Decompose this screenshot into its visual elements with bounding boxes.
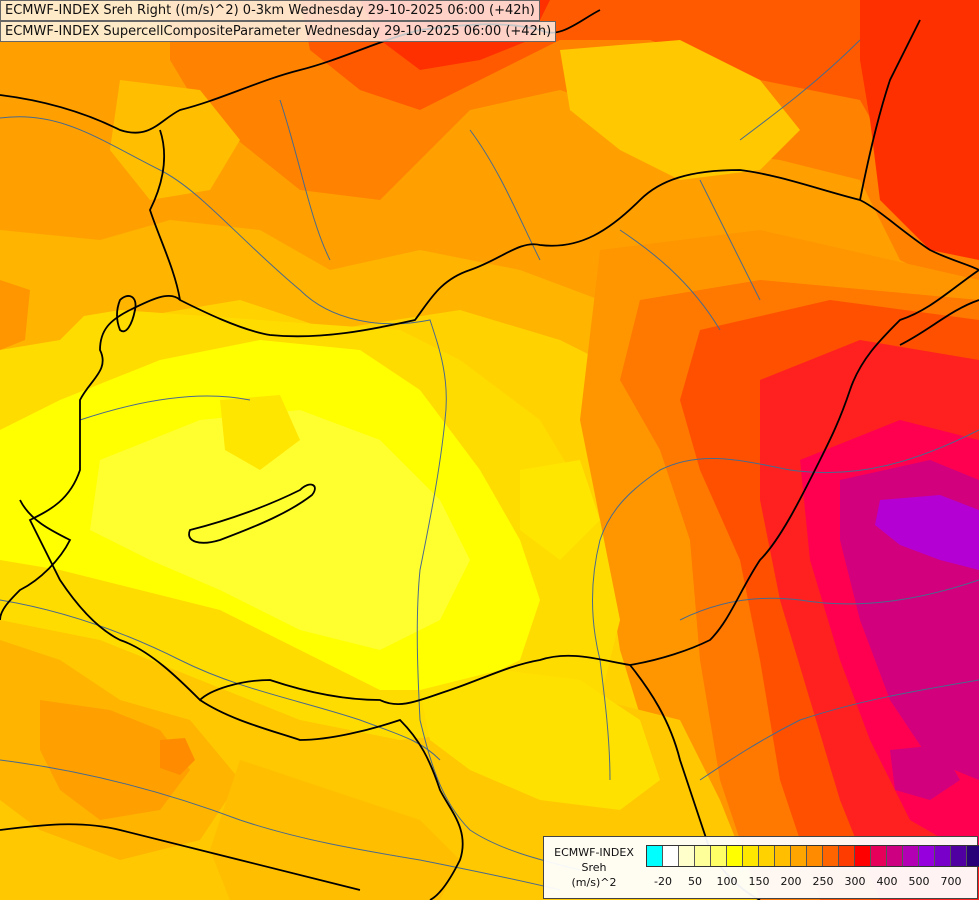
lake-balaton (188, 483, 316, 544)
field-yellow-south-center (420, 670, 660, 810)
colorbar-legend: ECMWF-INDEX Sreh (m/s)^2 -20 50 100 150 200 2… (543, 836, 979, 899)
field-orange-west-spot (0, 280, 30, 350)
legend-swatch (935, 846, 951, 866)
border-austria-czech (149, 129, 181, 301)
field-gold-north-left (110, 80, 240, 200)
river-tisza (592, 429, 979, 781)
legend-swatch (663, 846, 679, 866)
legend-swatch (887, 846, 903, 866)
border-hungary (28, 169, 979, 705)
rivers (0, 39, 979, 891)
legend-swatch (871, 846, 887, 866)
legend-swatch (919, 846, 935, 866)
legend-swatch (711, 846, 727, 866)
legend-tick-label: -20 (654, 875, 672, 888)
river-west (79, 395, 251, 421)
border-bosnia (0, 823, 361, 891)
river-north-1 (279, 99, 331, 261)
title-sreh: ECMWF-INDEX Sreh Right ((m/s)^2) 0-3km W… (0, 0, 540, 21)
legend-tick-label: 150 (748, 875, 770, 888)
field-purple-core (875, 495, 979, 570)
title-supercell: ECMWF-INDEX SupercellCompositeParameter … (0, 21, 557, 42)
field-gold-patch-east-central (520, 460, 600, 560)
river-drava (0, 599, 441, 761)
river-sava (0, 759, 561, 891)
legend-tick-label: 700 (940, 875, 962, 888)
legend-swatch (823, 846, 839, 866)
field-bright-yellow-core (90, 410, 470, 650)
river-north-3 (699, 179, 761, 301)
legend-swatch (647, 846, 663, 866)
border-east-romania (899, 299, 979, 346)
legend-swatch (967, 846, 979, 866)
legend-swatch (791, 846, 807, 866)
field-red-northeast (860, 0, 979, 260)
legend-tick-label: 400 (876, 875, 898, 888)
field-gold-north-center (560, 40, 800, 180)
river-north-4 (619, 229, 721, 331)
legend-tick-label: 50 (688, 875, 702, 888)
river-mures (679, 579, 979, 621)
legend-swatch (951, 846, 967, 866)
legend-unit: (m/s)^2 (571, 876, 617, 889)
field-amber-south-strip (210, 760, 460, 900)
legend-tick-label: 200 (780, 875, 802, 888)
lake-neusiedl (116, 295, 137, 333)
river-north-2 (469, 129, 541, 261)
legend-parameter: Sreh (581, 861, 607, 874)
legend-label: ECMWF-INDEX Sreh (m/s)^2 (546, 845, 642, 890)
border-slovenia (0, 499, 72, 621)
legend-swatch (695, 846, 711, 866)
field-gold-patch-central (220, 395, 300, 470)
river-north-east (739, 39, 861, 141)
river-east-1 (699, 679, 979, 781)
field-deep-orange-spot (160, 738, 195, 775)
legend-tick-label: 100 (716, 875, 738, 888)
legend-swatch (807, 846, 823, 866)
legend-swatch (839, 846, 855, 866)
legend-tick-label: 250 (812, 875, 834, 888)
border-croatia (199, 699, 464, 900)
legend-swatch (727, 846, 743, 866)
river-danube (0, 116, 581, 871)
border-ukraine (859, 19, 921, 201)
legend-swatch (679, 846, 695, 866)
legend-swatch (775, 846, 791, 866)
field-orange-southwest (40, 700, 190, 820)
legend-model: ECMWF-INDEX (554, 846, 634, 859)
legend-swatch (759, 846, 775, 866)
legend-tick-label: 300 (844, 875, 866, 888)
legend-swatch (855, 846, 871, 866)
legend-swatch (903, 846, 919, 866)
field-magenta-south (890, 745, 960, 800)
legend-swatches (646, 845, 979, 867)
legend-swatch (743, 846, 759, 866)
legend-tick-label: 500 (908, 875, 930, 888)
